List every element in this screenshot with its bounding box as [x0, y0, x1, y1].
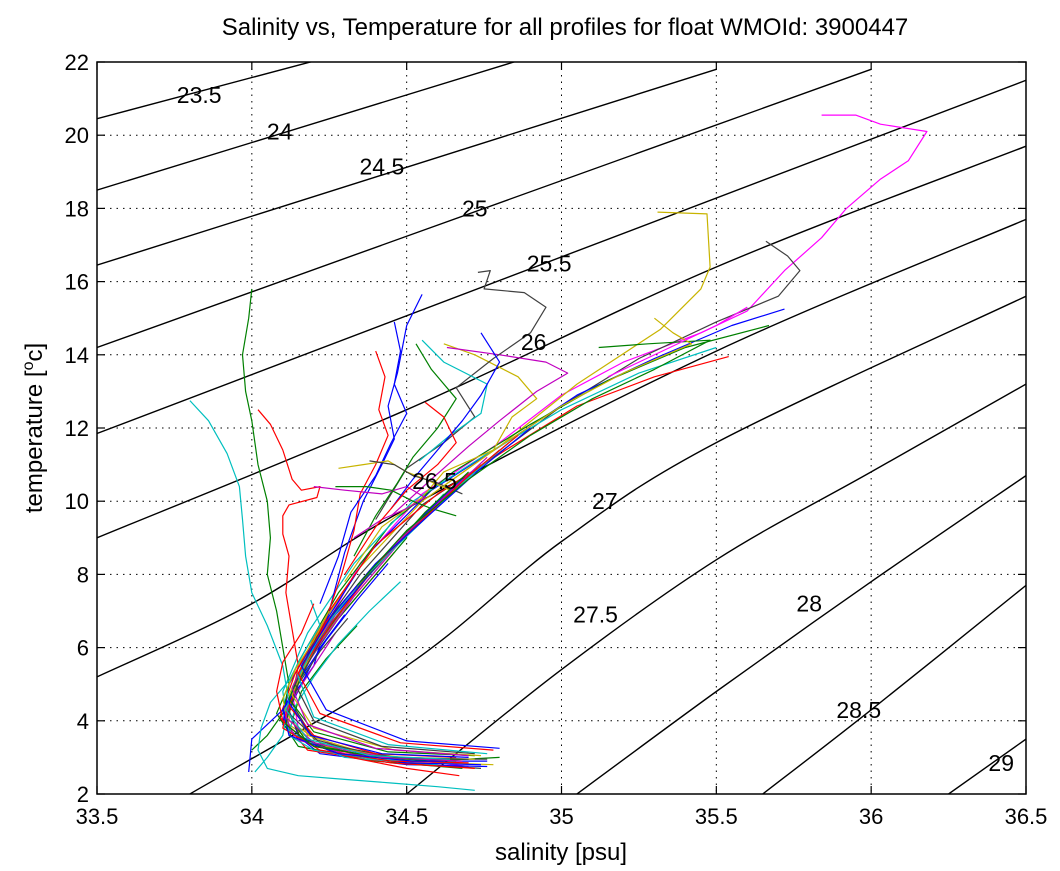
- profile-line: [241, 288, 290, 751]
- density-contour-line: [762, 584, 1026, 794]
- profile-line: [189, 400, 290, 773]
- x-tick-label: 34: [240, 804, 264, 829]
- profile-line: [390, 346, 569, 517]
- y-tick-label: 16: [65, 270, 89, 295]
- profile-line: [279, 356, 729, 769]
- density-contour-label: 28: [796, 591, 822, 617]
- y-tick-label: 8: [77, 562, 89, 587]
- y-axis-label: temperature [oc]: [20, 343, 48, 513]
- y-tick-label: 14: [65, 343, 89, 368]
- density-contour-line: [97, 62, 517, 191]
- density-contour-line: [948, 738, 1026, 794]
- y-tick-label: 18: [65, 196, 89, 221]
- density-contour-label: 25.5: [527, 250, 572, 276]
- profile-line: [282, 563, 488, 762]
- density-contour-label: 24: [267, 119, 293, 145]
- profile-line: [356, 339, 711, 586]
- density-contour-label: 29: [988, 750, 1014, 776]
- y-tick-label: 22: [65, 50, 89, 75]
- density-contour-label: 24.5: [360, 153, 405, 179]
- x-tick-label: 36.5: [1005, 804, 1048, 829]
- profile-line: [375, 270, 547, 520]
- profile-line: [319, 321, 408, 604]
- density-contour-label: 25: [462, 195, 488, 221]
- profile-line: [344, 401, 457, 575]
- plot-background: [97, 62, 1026, 794]
- x-tick-label: 34.5: [385, 804, 428, 829]
- x-tick-label: 36: [859, 804, 883, 829]
- profile-line: [276, 603, 460, 777]
- density-contour-line: [97, 68, 872, 349]
- profile-line: [297, 434, 519, 751]
- y-tick-label: 12: [65, 416, 89, 441]
- y-tick-label: 2: [77, 782, 89, 807]
- density-contour-line: [576, 475, 1026, 794]
- y-axis-label-end: c]: [21, 343, 48, 362]
- density-contour-line: [97, 62, 314, 120]
- profile-line: [418, 339, 488, 462]
- density-contour-line: [97, 145, 1026, 539]
- density-contour-label: 23.5: [177, 82, 222, 108]
- y-tick-label: 4: [77, 709, 89, 734]
- density-contour-line: [97, 68, 717, 266]
- density-contour-labels: 23.5 24 24.5 25 25.5 26 26.5 27 27.5 28 28.5 29: [177, 82, 1014, 776]
- x-tick-label: 33.5: [76, 804, 119, 829]
- density-contour-label: 28.5: [836, 697, 881, 723]
- x-tick-label: 35.5: [695, 804, 738, 829]
- x-axis-label: salinity [psu]: [495, 839, 627, 866]
- profile-line: [353, 343, 457, 557]
- profile-line: [257, 599, 475, 791]
- grid-lines: [97, 62, 1026, 794]
- density-contour-label: 26: [521, 329, 547, 355]
- y-tick-label: 6: [77, 636, 89, 661]
- y-tick-label: 10: [65, 489, 89, 514]
- profile-line: [291, 625, 500, 762]
- x-tick-label: 35: [549, 804, 573, 829]
- profile-line: [437, 317, 693, 491]
- profile-line: [307, 350, 389, 656]
- density-contour-line: [97, 79, 1026, 435]
- chart-title: Salinity vs, Temperature for all profile…: [221, 14, 909, 41]
- density-contour-label: 27.5: [573, 602, 618, 628]
- profile-line: [390, 332, 501, 509]
- density-contour-line: [189, 295, 1026, 794]
- density-contour-label: 26.5: [412, 468, 457, 494]
- profile-line: [313, 486, 426, 539]
- y-tick-label: 20: [65, 123, 89, 148]
- profile-series: [189, 114, 928, 791]
- density-contours: [97, 62, 1026, 794]
- profile-line: [344, 343, 538, 583]
- y-axis-label-superscript: o: [20, 361, 37, 370]
- density-contour-line: [406, 383, 1026, 794]
- profile-line: [369, 460, 463, 495]
- profile-line: [607, 306, 748, 378]
- y-axis-label-main: temperature [: [21, 370, 48, 513]
- density-contour-label: 27: [592, 488, 618, 514]
